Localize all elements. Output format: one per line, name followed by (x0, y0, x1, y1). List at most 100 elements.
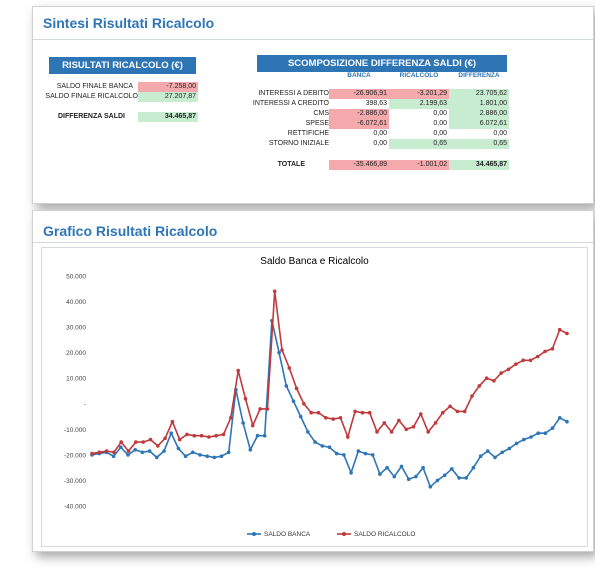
data-point-banca (442, 473, 447, 478)
data-point-ricalcolo (185, 432, 189, 437)
data-point-banca (363, 451, 368, 456)
data-point-ricalcolo (302, 402, 306, 406)
data-point-banca (183, 454, 188, 458)
breakdown-cell-ricalcolo: 0,65 (389, 139, 449, 149)
data-point-ricalcolo (433, 421, 438, 425)
data-point-banca (392, 474, 397, 479)
data-point-ricalcolo (397, 418, 401, 423)
data-point-ricalcolo (389, 430, 394, 434)
data-point-banca (284, 384, 289, 388)
data-point-banca (111, 454, 116, 458)
chart-section-divider (33, 242, 593, 243)
data-point-ricalcolo (177, 437, 182, 442)
legend-label-ricalcolo: SALDO RICALCOLO (354, 531, 415, 538)
data-point-ricalcolo (316, 410, 321, 415)
data-point-ricalcolo (126, 449, 131, 453)
data-point-banca (176, 446, 181, 451)
data-point-ricalcolo (557, 327, 562, 332)
y-tick-label: 10.000 (66, 376, 86, 383)
data-point-banca (478, 454, 483, 458)
data-point-ricalcolo (441, 410, 445, 415)
legend-marker-ricalcolo (342, 532, 346, 536)
data-point-banca (342, 453, 346, 457)
data-point-ricalcolo (419, 412, 423, 416)
data-point-banca (514, 441, 519, 446)
data-point-ricalcolo (280, 348, 284, 352)
breakdown-row-label: CMS (313, 110, 329, 117)
chart-panel: Grafico Risultati Ricalcolo Saldo Banca … (32, 210, 594, 552)
data-point-ricalcolo (426, 430, 431, 434)
data-point-ricalcolo (294, 386, 299, 391)
data-point-banca (349, 471, 353, 475)
y-tick-label: 20.000 (66, 350, 86, 357)
legend-marker-banca (252, 532, 256, 536)
data-point-ricalcolo (90, 451, 94, 456)
series-line-ricalcolo (91, 291, 568, 455)
breakdown-cell-banca: -26.906,91 (329, 89, 389, 99)
breakdown-cell-ricalcolo: -3.201,29 (389, 89, 449, 99)
data-point-banca (385, 465, 389, 470)
totale-label: TOTALE (277, 161, 305, 168)
data-point-ricalcolo (346, 435, 350, 439)
data-point-banca (298, 414, 303, 419)
data-point-banca (500, 450, 505, 455)
data-point-ricalcolo (134, 440, 138, 444)
data-point-ricalcolo (192, 433, 197, 438)
data-point-banca (248, 448, 253, 452)
breakdown-row-label: INTERESSI A CREDITO (252, 100, 329, 107)
data-point-ricalcolo (207, 435, 211, 439)
breakdown-cell-ricalcolo: 0,00 (433, 130, 447, 137)
col-ricalcolo: RICALCOLO (399, 72, 439, 79)
data-point-banca (147, 449, 152, 453)
data-point-ricalcolo (484, 376, 489, 380)
data-point-banca (306, 430, 310, 434)
data-point-ricalcolo (119, 440, 123, 444)
data-point-ricalcolo (543, 349, 547, 354)
data-point-banca (406, 477, 411, 481)
data-point-banca (219, 454, 224, 458)
breakdown-cell-differenza: 0,65 (449, 139, 509, 149)
data-point-banca (435, 478, 440, 483)
data-point-ricalcolo (411, 425, 416, 429)
y-tick-label: -10.000 (64, 427, 86, 434)
data-point-ricalcolo (528, 358, 533, 363)
data-point-ricalcolo (514, 362, 518, 366)
data-point-banca (529, 435, 533, 439)
data-point-banca (464, 476, 469, 480)
y-tick-label: 40.000 (66, 299, 86, 306)
differenza-saldi-label: DIFFERENZA SALDI (57, 113, 125, 120)
breakdown-cell-banca: -2.886,00 (329, 109, 389, 119)
data-point-banca (162, 449, 166, 453)
data-point-banca (198, 453, 202, 457)
data-point-banca (313, 440, 317, 444)
data-point-ricalcolo (462, 409, 467, 414)
data-point-ricalcolo (141, 440, 145, 444)
data-point-ricalcolo (367, 410, 372, 415)
data-point-banca (550, 426, 555, 430)
data-point-ricalcolo (258, 407, 262, 411)
data-point-banca (558, 416, 562, 420)
data-point-banca (471, 465, 476, 470)
breakdown-cell-differenza: 6.072,61 (449, 119, 509, 129)
differenza-saldi-value: 34.465,87 (138, 112, 198, 122)
data-point-ricalcolo (550, 347, 555, 351)
data-point-banca (457, 476, 461, 480)
breakdown-cell-ricalcolo: 2.199,63 (389, 99, 449, 109)
data-point-banca (536, 431, 540, 435)
summary-panel: Sintesi Risultati Ricalcolo RISULTATI RI… (32, 6, 594, 204)
data-point-ricalcolo (324, 416, 328, 420)
data-point-banca (414, 474, 418, 479)
data-point-ricalcolo (97, 450, 102, 455)
data-point-ricalcolo (265, 407, 270, 411)
totale-ricalcolo: -1.001,02 (389, 160, 449, 170)
data-point-banca (421, 465, 425, 470)
data-point-ricalcolo (455, 409, 460, 414)
data-point-banca (334, 451, 339, 456)
y-tick-label: 50.000 (66, 274, 86, 281)
breakdown-cell-differenza: 23.705,62 (449, 89, 509, 99)
data-point-ricalcolo (272, 289, 277, 294)
data-point-ricalcolo (360, 410, 365, 415)
series-line-banca (91, 320, 568, 489)
data-point-banca (543, 431, 548, 435)
data-point-ricalcolo (221, 432, 226, 437)
